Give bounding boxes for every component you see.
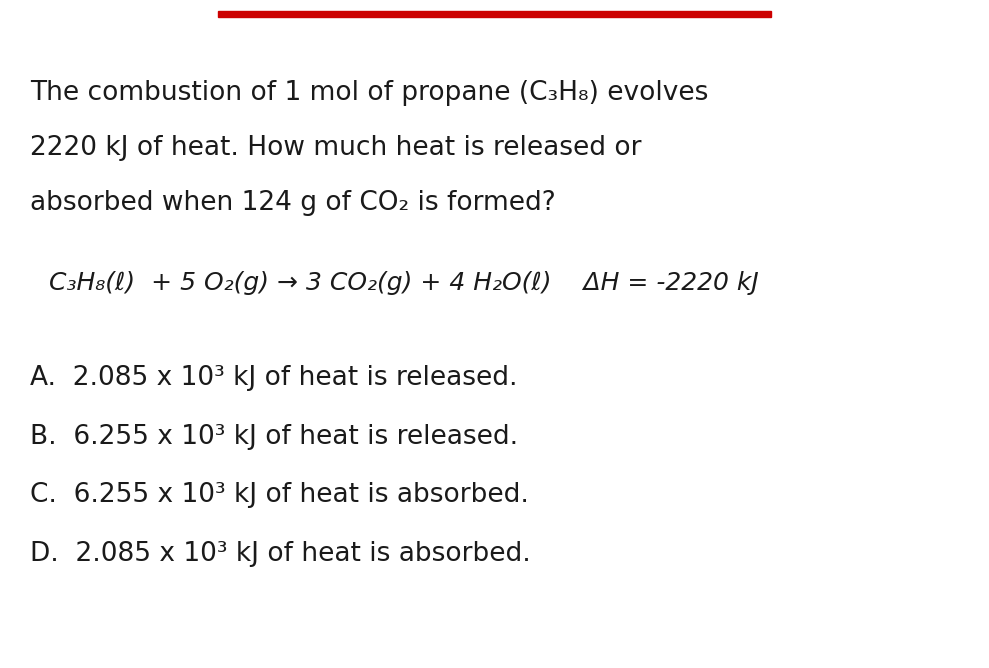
Text: C₃H₈(ℓ)  + 5 O₂(g) → 3 CO₂(g) + 4 H₂O(ℓ)    ΔH = -2220 kJ: C₃H₈(ℓ) + 5 O₂(g) → 3 CO₂(g) + 4 H₂O(ℓ) … xyxy=(49,271,760,295)
Text: The combustion of 1 mol of propane (C₃H₈) evolves: The combustion of 1 mol of propane (C₃H₈… xyxy=(30,80,708,106)
Text: 2220 kJ of heat. How much heat is released or: 2220 kJ of heat. How much heat is releas… xyxy=(30,135,641,161)
Text: A.  2.085 x 10³ kJ of heat is released.: A. 2.085 x 10³ kJ of heat is released. xyxy=(30,365,517,391)
Text: B.  6.255 x 10³ kJ of heat is released.: B. 6.255 x 10³ kJ of heat is released. xyxy=(30,424,518,450)
Text: absorbed when 124 g of CO₂ is formed?: absorbed when 124 g of CO₂ is formed? xyxy=(30,190,556,216)
Text: D.  2.085 x 10³ kJ of heat is absorbed.: D. 2.085 x 10³ kJ of heat is absorbed. xyxy=(30,541,530,567)
Text: C.  6.255 x 10³ kJ of heat is absorbed.: C. 6.255 x 10³ kJ of heat is absorbed. xyxy=(30,482,528,508)
